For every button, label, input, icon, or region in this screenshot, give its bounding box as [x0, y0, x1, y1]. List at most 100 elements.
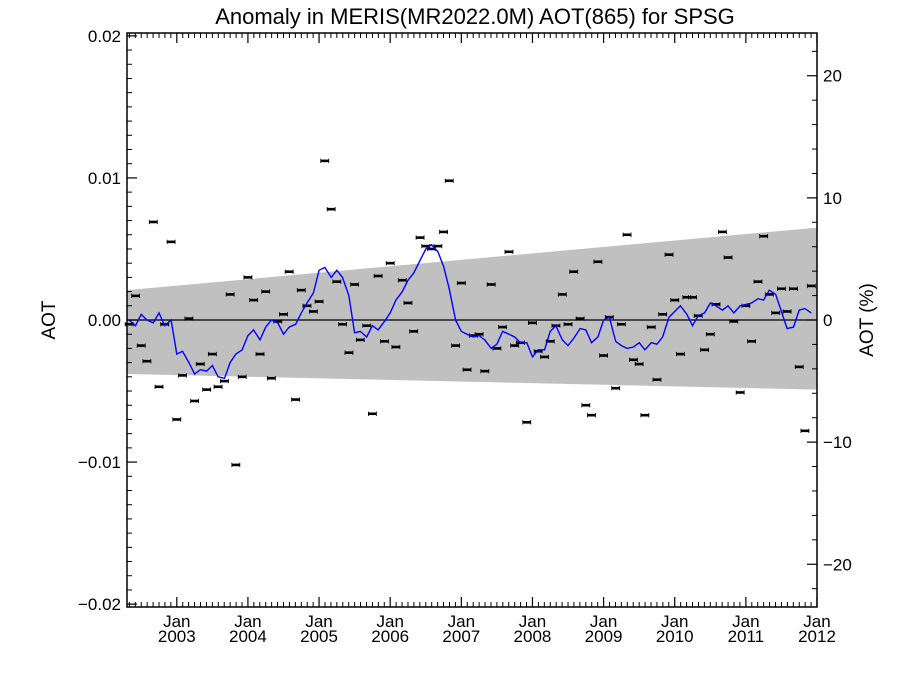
data-point	[658, 312, 668, 317]
x-tick-year-label: 2005	[300, 627, 338, 646]
point-bar	[155, 385, 164, 389]
data-point	[314, 299, 324, 304]
data-point	[166, 239, 176, 245]
point-bar	[640, 413, 649, 417]
point-bar	[190, 399, 199, 403]
x-tick-year-label: 2009	[585, 627, 623, 646]
point-bar	[125, 322, 134, 326]
point-bar	[759, 234, 768, 238]
data-point	[255, 351, 265, 357]
data-point	[498, 324, 507, 330]
point-bar	[137, 344, 146, 347]
top-x-axis	[128, 33, 818, 43]
data-point	[575, 316, 585, 321]
data-point	[409, 329, 419, 334]
point-bar	[439, 230, 448, 234]
y-tick-label: 0.02	[88, 27, 121, 46]
data-point	[213, 384, 223, 389]
point-bar	[581, 403, 590, 407]
left-y-axis: 0.02 0.01 0.00 −0.01 −0.02	[78, 27, 137, 614]
data-point	[771, 310, 781, 316]
point-bar	[208, 352, 217, 356]
data-point	[296, 287, 306, 293]
point-bar	[368, 412, 377, 416]
data-point	[225, 292, 235, 297]
data-point	[782, 309, 792, 314]
data-point	[800, 428, 810, 434]
data-point	[243, 275, 253, 280]
data-point	[178, 373, 187, 378]
point-bar	[202, 388, 211, 391]
point-bar	[362, 324, 371, 327]
point-bar	[214, 385, 223, 389]
data-point	[611, 385, 621, 391]
data-point	[380, 339, 389, 344]
data-point	[563, 322, 573, 327]
point-bar	[504, 250, 513, 254]
y-tick-label: −0.02	[78, 595, 121, 614]
point-bar	[540, 355, 549, 359]
data-point	[362, 323, 372, 328]
x-tick-month-label: Jan	[519, 612, 546, 631]
point-bar	[403, 301, 412, 305]
point-bar	[273, 320, 282, 323]
point-bar	[327, 207, 336, 211]
point-bar	[611, 386, 620, 390]
point-bar	[789, 287, 798, 291]
data-point	[391, 344, 401, 350]
data-point	[142, 359, 152, 364]
point-bar	[256, 352, 265, 356]
point-bar	[658, 313, 667, 316]
point-bar	[576, 317, 585, 320]
data-point	[640, 412, 650, 418]
data-point	[320, 158, 330, 164]
data-point	[581, 403, 591, 408]
point-bar	[617, 322, 626, 326]
point-bar	[741, 304, 750, 308]
data-point	[599, 353, 608, 358]
data-point	[462, 367, 472, 372]
data-point	[486, 282, 496, 287]
data-point	[207, 351, 217, 357]
data-point	[616, 322, 626, 327]
point-bar	[665, 253, 674, 256]
data-point	[344, 350, 354, 355]
point-bar	[178, 374, 187, 377]
data-point	[759, 233, 769, 239]
data-point	[557, 292, 567, 297]
point-bar	[652, 378, 661, 381]
right-y-axis: 20 10 0 −10 −20	[807, 50, 852, 590]
data-point	[131, 293, 140, 299]
point-bar	[184, 317, 193, 320]
y-tick-label: 0.01	[88, 169, 121, 188]
point-bar	[753, 280, 762, 283]
point-bar	[451, 344, 460, 347]
point-bar	[249, 298, 258, 302]
point-bar	[238, 375, 247, 379]
point-bar	[320, 159, 329, 163]
data-point	[794, 364, 804, 370]
data-point	[735, 390, 745, 395]
data-point	[723, 255, 733, 260]
data-point	[451, 343, 461, 348]
right-tick-label: −10	[823, 433, 852, 452]
point-bar	[647, 325, 656, 329]
data-point	[652, 377, 662, 382]
data-point	[368, 411, 377, 416]
point-bar	[765, 293, 774, 296]
data-point	[676, 351, 685, 357]
data-point	[634, 361, 644, 367]
point-bar	[807, 284, 816, 288]
y-tick-label: 0.00	[88, 311, 121, 330]
point-bar	[629, 358, 638, 362]
point-bar	[380, 340, 389, 343]
data-point	[338, 322, 347, 327]
x-tick-month-label: Jan	[732, 612, 759, 631]
point-bar	[711, 303, 720, 306]
data-point	[261, 289, 271, 294]
data-point	[385, 260, 395, 266]
point-bar	[374, 274, 383, 278]
point-bar	[700, 348, 709, 352]
point-bar	[623, 233, 632, 237]
